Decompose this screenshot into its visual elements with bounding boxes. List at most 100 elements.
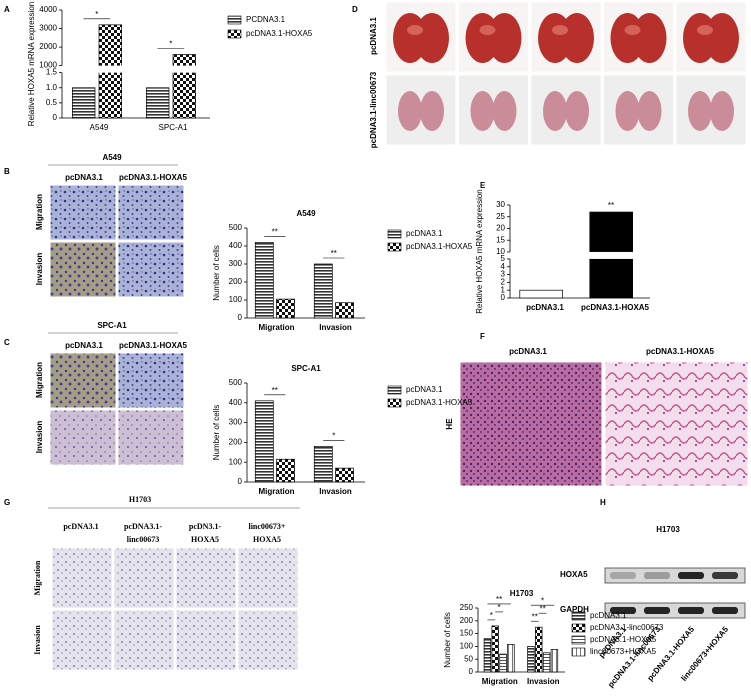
significance: ** — [331, 249, 337, 258]
lung-lobe — [415, 13, 449, 63]
blot-band — [678, 607, 704, 614]
y-tick-label: 200 — [460, 616, 474, 625]
panel-header: A549 — [102, 153, 122, 162]
column-label: pcDNA3.1 — [65, 341, 103, 350]
he-image — [604, 361, 749, 487]
chart-title: SPC-A1 — [291, 364, 321, 373]
panel-label: C — [4, 338, 10, 347]
legend-label: pcDNA3.1 — [406, 229, 443, 238]
panel-label: F — [480, 332, 485, 341]
y-tick-label: 20 — [496, 224, 505, 233]
y-tick-label: 3000 — [39, 24, 57, 33]
panel-label: H — [600, 498, 606, 507]
y-tick-label: 4000 — [39, 5, 57, 14]
bar — [335, 467, 354, 483]
legend-label: pcDNA3.1-HOXA5 — [246, 29, 313, 38]
lung-lobe — [492, 91, 517, 131]
y-tick-label: 250 — [460, 603, 474, 612]
y-tick-label: 2 — [501, 277, 506, 286]
legend-label: pcDNA3.1-HOXA5 — [406, 398, 473, 407]
x-tick-label: pcDNA3.1-HOXA5 — [581, 303, 650, 312]
column-label: pcDN3.1- — [189, 522, 222, 531]
lung-photo — [675, 74, 747, 146]
axis-break — [98, 65, 123, 73]
legend-label: PCDNA3.1 — [246, 15, 286, 24]
legend-swatch — [387, 242, 402, 252]
y-tick-label: 150 — [460, 629, 474, 638]
legend-swatch — [227, 29, 242, 39]
significance: ** — [272, 228, 278, 237]
y-tick-label: 1.0 — [46, 83, 58, 92]
row-label: pcDNA3.1 — [369, 17, 378, 55]
panel-label: E — [480, 181, 486, 190]
significance: * — [498, 603, 501, 612]
microscopy-image — [175, 609, 237, 671]
y-tick-label: 200 — [229, 277, 243, 286]
row-label: pcDNA3.1-linc00673 — [369, 71, 378, 148]
bar — [146, 87, 170, 119]
panel-label: B — [4, 167, 10, 176]
lung-lobe — [705, 13, 739, 63]
significance: * — [95, 10, 98, 19]
y-tick-label: 1.5 — [46, 68, 58, 77]
column-label: HOXA5 — [191, 535, 219, 544]
y-tick-label: 0 — [501, 293, 506, 302]
microscopy-image — [117, 241, 185, 298]
microscopy-image — [175, 547, 237, 609]
y-axis-label: Number of cells — [443, 612, 452, 668]
bar — [535, 626, 543, 673]
y-tick-label: 10 — [496, 247, 505, 256]
lung-highlight — [407, 25, 423, 35]
microscopy-image — [51, 609, 113, 671]
x-tick-label: A549 — [90, 123, 109, 132]
y-tick-label: 4 — [501, 262, 506, 271]
lung-lobe — [470, 91, 495, 131]
column-label: pcDNA3.1 — [65, 173, 103, 182]
y-tick-label: 50 — [464, 654, 473, 663]
legend-label: pcDNA3.1 — [590, 611, 627, 620]
blot-band — [644, 572, 670, 579]
legend-swatch — [387, 229, 402, 239]
x-tick-label: Invasion — [319, 487, 352, 496]
y-tick-label: 500 — [229, 223, 243, 232]
bar — [276, 458, 295, 483]
microscopy-image — [113, 547, 175, 609]
blot-band — [712, 572, 738, 579]
y-axis-label: Relative HOXA5 mRNA expression — [27, 2, 36, 127]
y-tick-label: 300 — [229, 418, 243, 427]
lung-lobe — [688, 91, 712, 131]
x-tick-label: SPC-A1 — [159, 123, 188, 132]
row-label: Invasion — [33, 625, 42, 655]
microscopy-image — [117, 184, 185, 241]
y-tick-label: 100 — [229, 295, 243, 304]
blot-label: GAPDH — [560, 605, 589, 614]
y-tick-label: 0 — [238, 313, 243, 322]
row-label: Migration — [35, 362, 44, 398]
panel-label: A — [4, 5, 10, 14]
column-label: pcDNA3.1-HOXA5 — [119, 173, 188, 182]
x-tick-label: Migration — [259, 323, 295, 332]
column-label: pcDNA3.1 — [509, 347, 547, 356]
bar — [483, 638, 492, 673]
row-label: Migration — [35, 194, 44, 230]
x-tick-label: Invasion — [319, 323, 352, 332]
microscopy-image — [49, 184, 117, 241]
legend-swatch — [571, 647, 586, 657]
significance: * — [169, 40, 172, 49]
row-label: Invasion — [35, 421, 44, 454]
y-tick-label: 0 — [238, 477, 243, 486]
column-label: pcDNA3.1- — [124, 522, 162, 531]
panel-header: H1703 — [656, 525, 680, 534]
y-tick-label: 200 — [229, 438, 243, 447]
panel-label: D — [352, 5, 358, 14]
legend-label: pcDNA3.1-HOXA5 — [406, 242, 473, 251]
axis-break — [588, 251, 634, 259]
blot-band — [644, 607, 670, 614]
chart-title: H1703 — [510, 589, 534, 598]
legend-swatch — [227, 15, 242, 25]
y-tick-label: 25 — [496, 212, 505, 221]
y-tick-label: 0 — [53, 113, 58, 122]
significance: * — [332, 431, 335, 440]
bar — [313, 446, 333, 483]
